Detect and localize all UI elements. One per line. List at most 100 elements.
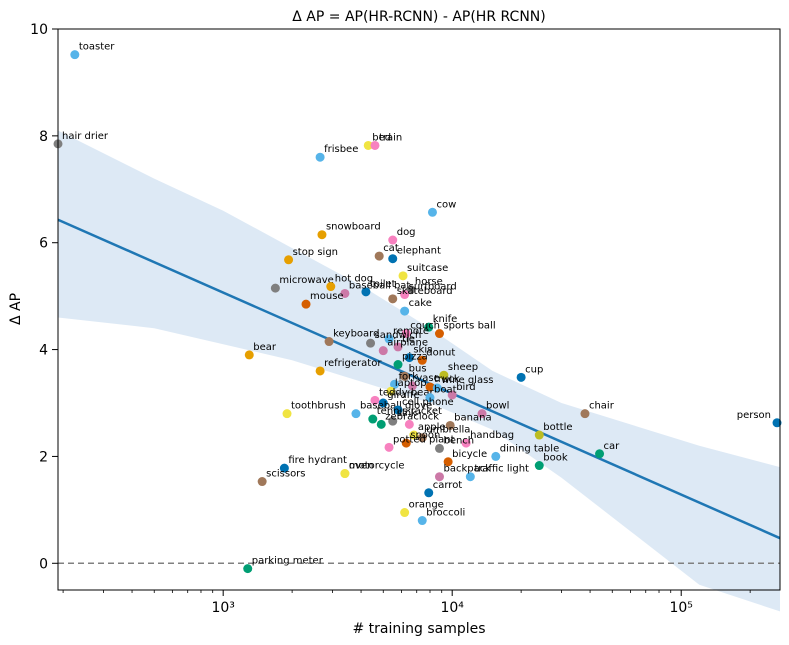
data-point [465, 472, 475, 482]
data-point [434, 472, 444, 482]
confidence-band [58, 130, 780, 612]
data-point-label: scissors [266, 469, 305, 480]
data-point-label: keyboard [333, 329, 379, 340]
data-point [580, 409, 590, 419]
data-point-label: elephant [397, 246, 441, 257]
data-point-label: bicycle [452, 449, 487, 460]
data-point-label: banana [454, 412, 491, 423]
data-point-label: cup [525, 364, 543, 375]
data-point-label: apple [418, 422, 446, 433]
data-point [393, 342, 403, 352]
data-point [445, 420, 455, 430]
y-tick-label: 4 [39, 343, 48, 359]
data-point-label: spoon [410, 430, 440, 441]
data-point-label: zebra [385, 411, 413, 422]
data-point-label: remote [393, 326, 429, 337]
data-point [388, 254, 398, 264]
y-tick-label: 0 [39, 556, 48, 572]
data-point [400, 508, 410, 518]
data-point [393, 360, 403, 370]
data-point [317, 230, 327, 240]
data-point-label: sink [397, 408, 417, 419]
data-point [378, 398, 388, 408]
data-point-label: chair [589, 401, 615, 412]
data-point [434, 329, 444, 339]
data-point [432, 383, 442, 393]
data-point-label: backpack [443, 464, 491, 475]
data-point [477, 409, 487, 419]
y-tick-label: 2 [39, 449, 48, 465]
data-point [376, 419, 386, 429]
data-point-label: donut [426, 347, 455, 358]
data-point [439, 370, 449, 380]
data-point-label: traffic light [474, 464, 529, 475]
data-point-label: horse [415, 277, 443, 288]
data-point [378, 346, 388, 356]
data-point-label: boat [434, 385, 457, 396]
x-axis-title: # training samples [352, 621, 485, 637]
data-point [461, 438, 471, 448]
data-point-label: fork [399, 371, 419, 382]
data-point [340, 288, 350, 298]
data-point-label: cow [436, 199, 456, 210]
data-point-label: stop sign [293, 247, 338, 258]
y-axis: 0 2 4 6 8 10 [30, 22, 58, 572]
data-point-label: cat [383, 243, 399, 254]
chart-title: Δ AP = AP(HR-RCNN) - AP(HR RCNN) [292, 9, 545, 25]
data-point-label: baseball bat [349, 280, 411, 291]
data-point [400, 306, 410, 316]
data-point-label: toothbrush [291, 401, 346, 412]
data-point-label: handbag [470, 430, 514, 441]
data-point-label: mouse [310, 291, 344, 302]
data-point [406, 285, 416, 295]
x-axis: 10³ 10⁴ 10⁵ [62, 590, 751, 616]
data-point [400, 371, 410, 381]
data-point-label: bench [443, 435, 474, 446]
data-point [315, 152, 325, 162]
data-point [772, 418, 782, 428]
data-point-label: teddy bear [379, 387, 434, 398]
y-tick-label: 6 [39, 236, 48, 252]
data-point-label: couch [410, 321, 440, 332]
data-point [400, 290, 410, 300]
data-point [409, 430, 419, 440]
data-point-label: pizza [402, 352, 428, 363]
data-point [407, 381, 417, 391]
data-point [284, 255, 294, 265]
data-point-label: refrigerator [324, 358, 382, 369]
data-point-label: parking meter [252, 556, 324, 567]
data-point [534, 461, 544, 471]
data-point [243, 564, 253, 574]
data-point [282, 409, 292, 419]
data-point-label: suitcase [407, 263, 448, 274]
data-point-label: person [737, 410, 771, 421]
data-point-label: umbrella [426, 425, 470, 436]
data-point-label: car [604, 441, 621, 452]
data-point-label: giraffe [387, 390, 419, 401]
data-point-label: bus [409, 363, 427, 374]
data-point-label: airplane [387, 338, 428, 349]
data-point-label: bed [372, 132, 391, 143]
data-point-label: toaster [79, 42, 115, 53]
data-point [351, 409, 361, 419]
data-point [340, 469, 350, 479]
data-point [70, 50, 80, 60]
data-point [270, 283, 280, 293]
data-point [326, 282, 336, 292]
data-point-label: bird [456, 382, 475, 393]
data-point-label: snowboard [326, 222, 381, 233]
data-point [384, 442, 394, 452]
data-point-label: tie [402, 334, 415, 345]
data-point-label: book [543, 453, 568, 464]
data-point [370, 395, 380, 405]
data-point [443, 457, 453, 467]
data-point-label: dining table [500, 443, 559, 454]
data-point [417, 433, 427, 443]
data-point [404, 419, 414, 429]
data-point-label: train [379, 132, 402, 143]
data-point-label: hot dog [335, 274, 373, 285]
data-point [374, 251, 384, 261]
data-point [434, 443, 444, 453]
data-point-label: knife [433, 314, 458, 325]
